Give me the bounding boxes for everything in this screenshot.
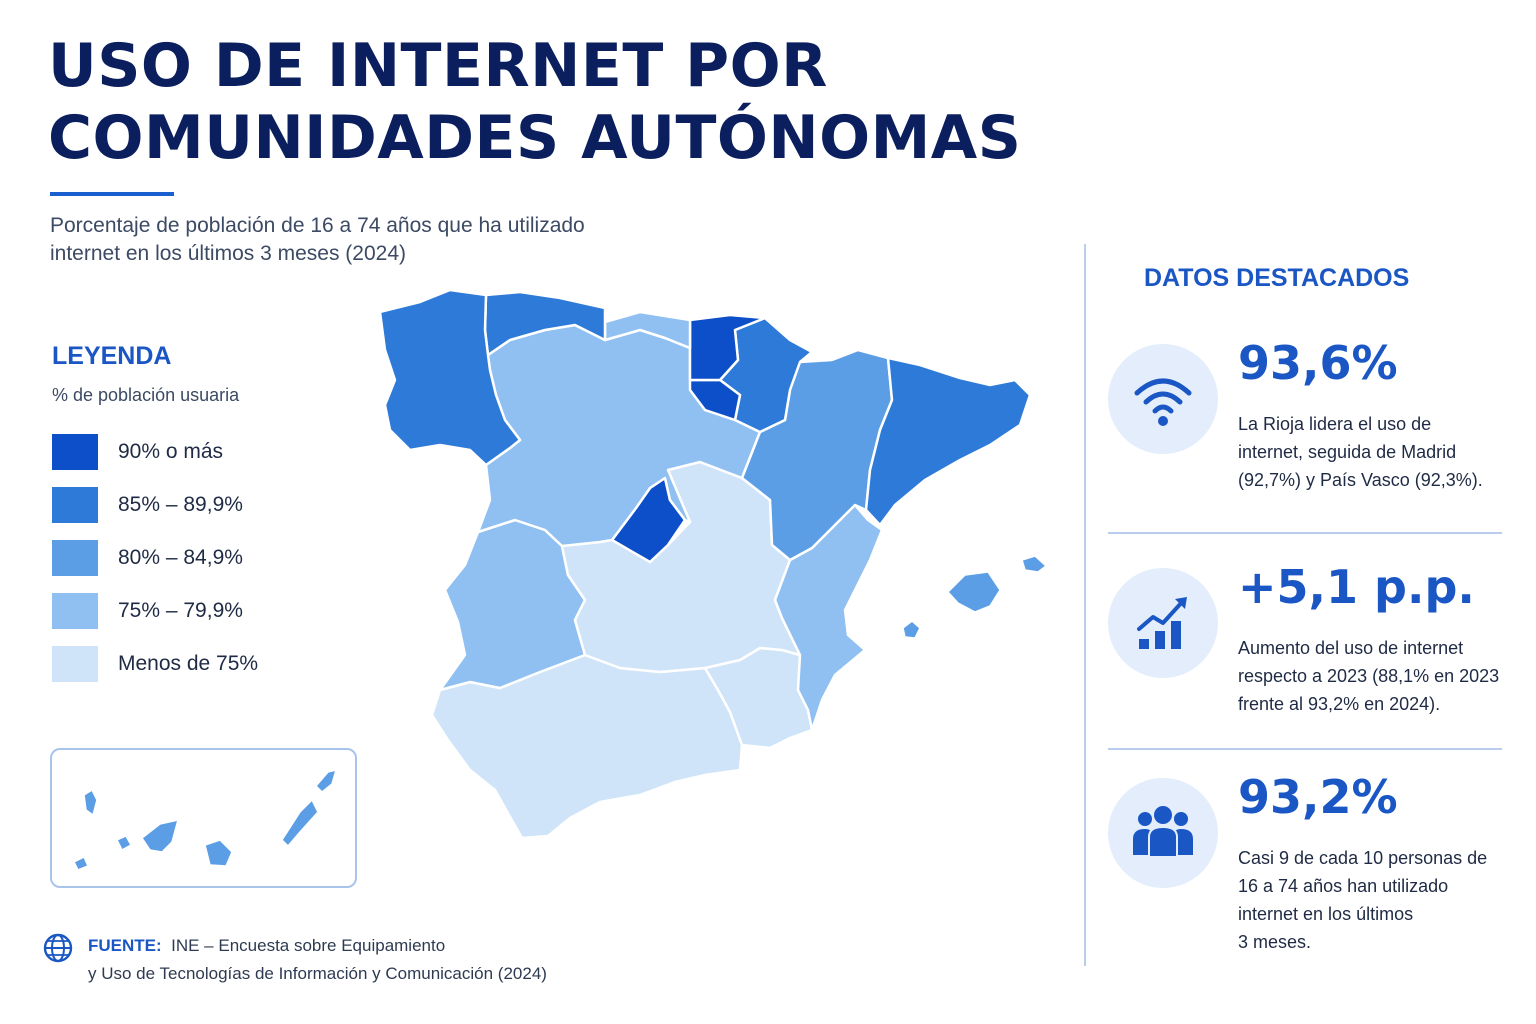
stat-desc-line: internet en los últimos [1238, 904, 1414, 924]
subtitle-line-1: Porcentaje de población de 16 a 74 años … [50, 214, 585, 237]
legend-label: 75% – 79,9% [118, 599, 243, 622]
stat-divider [1108, 532, 1502, 534]
stat-desc-line: respecto a 2023 (88,1% en 2023 [1238, 666, 1500, 686]
stat-divider [1108, 748, 1502, 750]
highlights-title: DATOS DESTACADOS [1144, 264, 1410, 292]
legend-swatch [52, 646, 98, 682]
subtitle-line-2: internet en los últimos 3 meses (2024) [50, 242, 407, 265]
island-ibiza[interactable] [902, 620, 921, 639]
people-icon [1133, 806, 1193, 858]
stat-icon-circle [1108, 778, 1218, 888]
region-cataluna[interactable] [864, 356, 1032, 527]
growth-chart-icon [1137, 597, 1187, 649]
region-pais-vasco[interactable] [688, 313, 767, 382]
legend-swatch [52, 487, 98, 523]
island-tenerife[interactable] [140, 818, 180, 853]
island-fuerteventura[interactable] [281, 798, 319, 848]
legend-item: 90% o más [52, 434, 223, 470]
region-islas-baleares[interactable] [902, 555, 1048, 639]
panel-divider [1084, 244, 1086, 966]
region-aragon[interactable] [740, 348, 894, 562]
stat-description: Aumento del uso de internet respecto a 2… [1238, 634, 1510, 718]
island-menorca[interactable] [1021, 555, 1048, 573]
canarias-inset [50, 748, 357, 888]
stat-description: Casi 9 de cada 10 personas de 16 a 74 añ… [1238, 844, 1510, 956]
title-line-1: USO DE INTERNET POR [48, 31, 828, 101]
legend-swatch [52, 540, 98, 576]
stat-description: La Rioja lidera el uso de internet, segu… [1238, 410, 1510, 494]
legend-label: 80% – 84,9% [118, 546, 243, 569]
legend-swatch [52, 593, 98, 629]
region-comunidad-valenciana[interactable] [773, 503, 884, 732]
source-line-1: FUENTE: INE – Encuesta sobre Equipamient… [88, 936, 445, 956]
stat-desc-line: Casi 9 de cada 10 personas de [1238, 848, 1488, 868]
stat-value: 93,2% [1238, 770, 1398, 824]
legend-subtitle: % de población usuaria [52, 385, 240, 405]
title-line-2: COMUNIDADES AUTÓNOMAS [48, 103, 1022, 173]
legend-item: 80% – 84,9% [52, 540, 243, 576]
stat-desc-line: 3 meses. [1238, 932, 1312, 952]
globe-icon [43, 933, 73, 963]
legend-item: Menos de 75% [52, 646, 258, 682]
legend-item: 75% – 79,9% [52, 593, 243, 629]
region-galicia[interactable] [378, 288, 522, 467]
page-title: USO DE INTERNET POR COMUNIDADES AUTÓNOMA… [48, 30, 1021, 174]
legend-item: 85% – 89,9% [52, 487, 243, 523]
legend-label: Menos de 75% [118, 652, 259, 675]
stat-desc-line: frente al 93,2% en 2024). [1238, 694, 1441, 714]
wifi-icon [1134, 378, 1192, 426]
island-la-gomera[interactable] [115, 835, 133, 852]
stat-desc-line: internet, seguida de Madrid [1238, 442, 1457, 462]
region-canarias[interactable] [72, 768, 338, 871]
stat-desc-line: Aumento del uso de internet [1238, 638, 1464, 658]
stat-icon-circle [1108, 568, 1218, 678]
source-label: FUENTE: [88, 936, 162, 955]
stat-value: 93,6% [1238, 336, 1398, 390]
legend-label: 90% o más [118, 440, 224, 463]
island-gran-canaria[interactable] [204, 839, 233, 867]
island-lanzarote[interactable] [314, 768, 338, 794]
stat-value: +5,1 p.p. [1238, 560, 1475, 614]
stat-desc-line: (92,7%) y País Vasco (92,3%). [1238, 470, 1483, 490]
region-cantabria[interactable] [603, 310, 692, 350]
legend-label: 85% – 89,9% [118, 493, 243, 516]
legend-swatch [52, 434, 98, 470]
title-underline [50, 192, 174, 196]
source-text-1: INE – Encuesta sobre Equipamiento [171, 936, 446, 955]
island-mallorca[interactable] [946, 571, 1001, 613]
source-text-2: y Uso de Tecnologías de Información y Co… [88, 964, 547, 983]
page-subtitle: Porcentaje de población de 16 a 74 años … [50, 212, 690, 268]
stat-icon-circle [1108, 344, 1218, 454]
legend-title: LEYENDA [52, 342, 172, 370]
stat-desc-line: 16 a 74 años han utilizado [1238, 876, 1449, 896]
island-el-hierro[interactable] [72, 855, 90, 871]
stat-desc-line: La Rioja lidera el uso de [1238, 414, 1432, 434]
island-la-palma[interactable] [83, 788, 98, 817]
